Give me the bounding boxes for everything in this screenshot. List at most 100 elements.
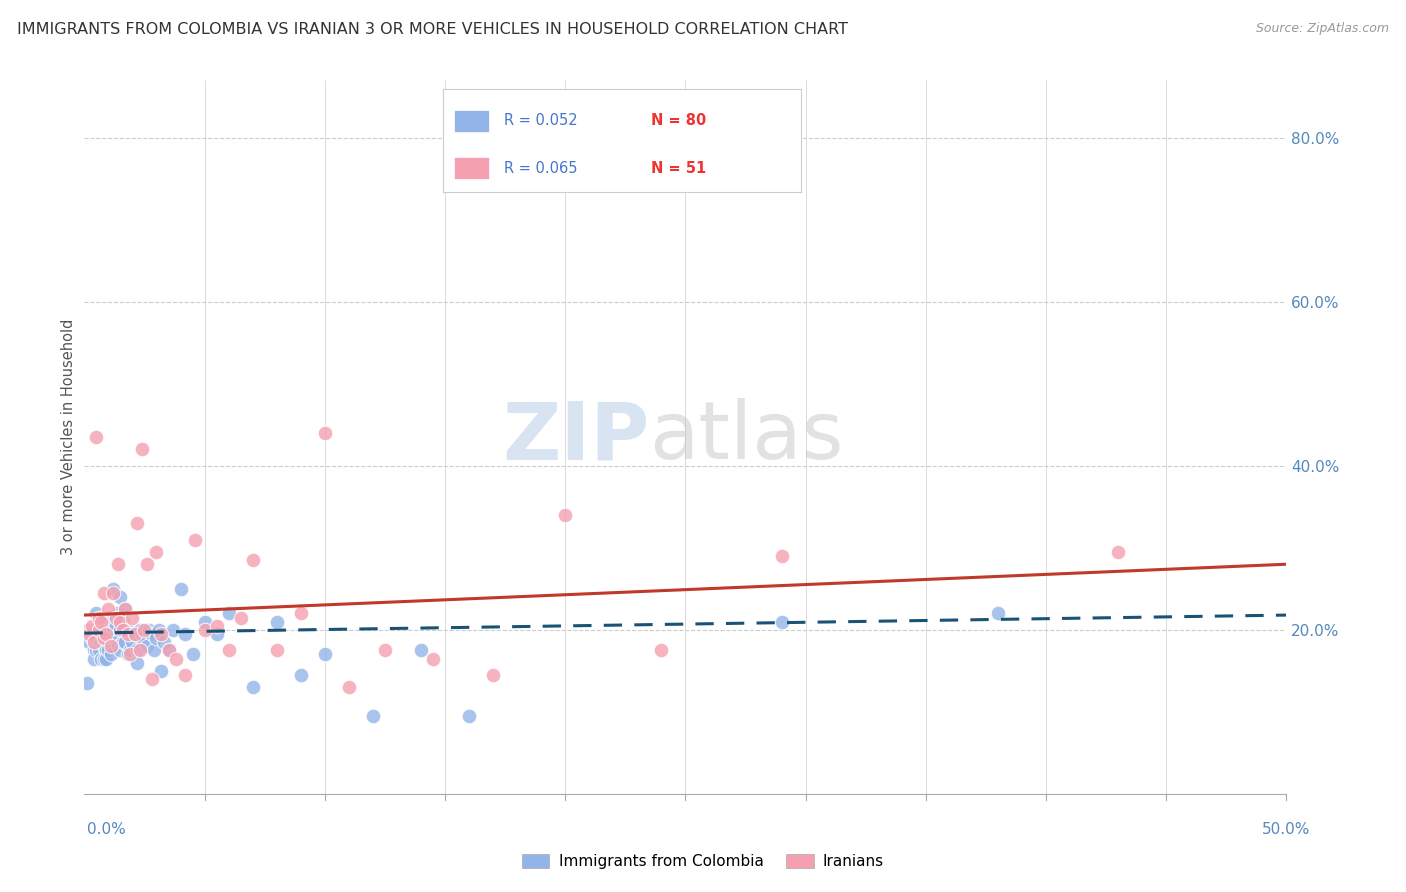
Text: R = 0.065: R = 0.065 xyxy=(503,161,578,176)
Point xyxy=(458,709,481,723)
Point xyxy=(100,635,122,649)
Point xyxy=(131,627,153,641)
Point xyxy=(103,631,125,645)
Text: ZIP: ZIP xyxy=(502,398,650,476)
Point xyxy=(242,680,264,694)
Point xyxy=(90,615,112,629)
Point xyxy=(138,623,160,637)
Point xyxy=(94,618,117,632)
Point xyxy=(128,643,150,657)
Point xyxy=(165,651,187,665)
Point xyxy=(110,615,132,629)
Legend: Immigrants from Colombia, Iranians: Immigrants from Colombia, Iranians xyxy=(516,848,890,875)
Point xyxy=(229,610,252,624)
Point xyxy=(110,643,132,657)
Point xyxy=(100,639,122,653)
Point xyxy=(80,618,103,632)
Point xyxy=(127,656,149,670)
Point xyxy=(117,648,139,662)
Point xyxy=(104,635,127,649)
Point xyxy=(83,643,105,657)
Point xyxy=(152,635,174,649)
Point xyxy=(290,607,312,621)
Point xyxy=(103,582,125,596)
Point xyxy=(93,586,115,600)
Point xyxy=(93,615,115,629)
Point xyxy=(184,533,207,547)
FancyBboxPatch shape xyxy=(454,157,489,179)
Point xyxy=(337,680,360,694)
Point xyxy=(90,623,112,637)
Point xyxy=(97,610,120,624)
Point xyxy=(128,623,150,637)
Point xyxy=(107,639,129,653)
Point xyxy=(134,623,156,637)
Point xyxy=(135,639,157,653)
Point xyxy=(110,623,132,637)
Point xyxy=(181,648,204,662)
Point xyxy=(554,508,576,522)
Point xyxy=(174,627,197,641)
Point xyxy=(770,549,793,563)
Point xyxy=(314,425,336,440)
Point xyxy=(1107,545,1129,559)
Point xyxy=(118,643,141,657)
Point xyxy=(121,610,143,624)
Point xyxy=(150,664,173,678)
Point xyxy=(87,627,110,641)
Point xyxy=(94,643,117,657)
Point xyxy=(117,623,139,637)
Point xyxy=(83,651,105,665)
Point xyxy=(135,558,157,572)
Y-axis label: 3 or more Vehicles in Household: 3 or more Vehicles in Household xyxy=(60,319,76,555)
Point xyxy=(145,545,167,559)
Point xyxy=(76,676,98,690)
Point xyxy=(87,643,110,657)
Point xyxy=(118,627,141,641)
Point xyxy=(650,643,672,657)
Point xyxy=(111,615,134,629)
Text: N = 80: N = 80 xyxy=(651,113,706,128)
Point xyxy=(143,643,166,657)
Text: atlas: atlas xyxy=(650,398,844,476)
Point xyxy=(194,615,217,629)
Point xyxy=(131,442,153,457)
Text: R = 0.052: R = 0.052 xyxy=(503,113,578,128)
Point xyxy=(86,643,108,657)
Point xyxy=(374,643,396,657)
Point xyxy=(266,615,288,629)
Point xyxy=(174,668,197,682)
Point xyxy=(111,635,134,649)
Point xyxy=(111,623,134,637)
Point xyxy=(100,648,122,662)
Point xyxy=(127,643,149,657)
Point xyxy=(145,631,167,645)
Point xyxy=(314,648,336,662)
Point xyxy=(76,623,98,637)
Text: Source: ZipAtlas.com: Source: ZipAtlas.com xyxy=(1256,22,1389,36)
Point xyxy=(157,643,180,657)
Point xyxy=(83,635,105,649)
Point xyxy=(90,610,112,624)
Point xyxy=(242,553,264,567)
Point xyxy=(987,607,1010,621)
Point xyxy=(94,627,117,641)
Point xyxy=(162,623,184,637)
Point xyxy=(124,627,146,641)
Point xyxy=(148,623,170,637)
Point xyxy=(114,602,136,616)
Point xyxy=(97,602,120,616)
Point xyxy=(87,618,110,632)
Point xyxy=(104,610,127,624)
Point xyxy=(107,607,129,621)
Point xyxy=(409,643,432,657)
Point xyxy=(218,643,240,657)
Point xyxy=(266,643,288,657)
Point xyxy=(86,430,108,444)
Point xyxy=(110,590,132,604)
Point xyxy=(93,627,115,641)
Point xyxy=(77,635,100,649)
Point xyxy=(124,627,146,641)
FancyBboxPatch shape xyxy=(454,110,489,132)
Point xyxy=(194,623,217,637)
